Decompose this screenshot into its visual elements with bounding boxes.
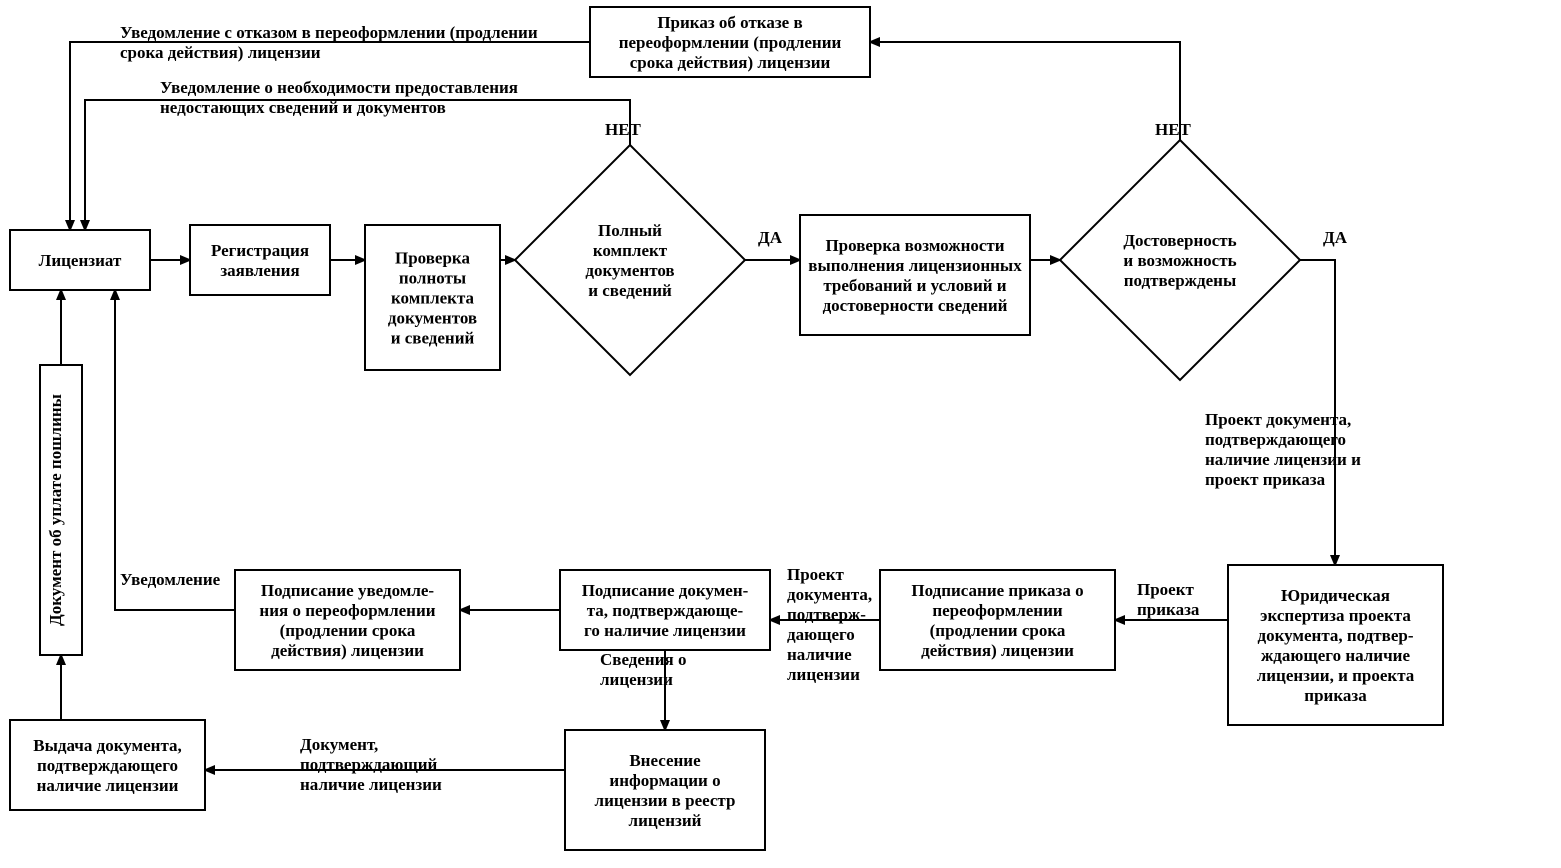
annotation-A_YES2: ДА — [1323, 228, 1348, 247]
node-N_registry: Внесениеинформации олицензии в реестрлиц… — [565, 730, 765, 850]
svg-text:Выдача документа,подтверждающе: Выдача документа,подтверждающегоналичие … — [33, 736, 182, 795]
node-N_D_auth: Достоверностьи возможностьподтверждены — [1060, 140, 1300, 380]
node-N_reg: Регистрациязаявления — [190, 225, 330, 295]
flowchart-canvas: Лицензиат Регистрациязаявления Проверкапол… — [0, 0, 1561, 868]
node-N_issue: Выдача документа,подтверждающегоналичие … — [10, 720, 205, 810]
svg-text:Проектдокумента,подтверж-дающе: Проектдокумента,подтверж-дающегоналичиел… — [787, 565, 872, 684]
node-N_sign_notice: Подписание уведомле-ния о переоформлении… — [235, 570, 460, 670]
annotation-A_doc_issue: Документ,подтверждающийналичие лицензии — [300, 735, 442, 794]
node-N_sign_doc: Подписание докумен-та, подтверждающе-го … — [560, 570, 770, 650]
annotation-A_doc_proj: Проектдокумента,подтверж-дающегоналичиел… — [787, 565, 872, 684]
svg-text:Проектприказа: Проектприказа — [1137, 580, 1200, 619]
node-N_D_full: Полныйкомплектдокументови сведений — [515, 145, 745, 375]
annotation-A_notice: Уведомление — [120, 570, 221, 589]
edge-7 — [870, 42, 1180, 140]
svg-text:Подписание докумен-та, подтвер: Подписание докумен-та, подтверждающе-го … — [582, 581, 749, 640]
node-N_sign_order: Подписание приказа опереоформлении(продл… — [880, 570, 1115, 670]
svg-text:Достоверностьи возможностьподт: Достоверностьи возможностьподтверждены — [1123, 231, 1236, 290]
node-N_licensee: Лицензиат — [10, 230, 150, 290]
annotation-A_NO2: НЕТ — [1155, 120, 1192, 139]
node-N_check_req: Проверка возможностивыполнения лицензион… — [800, 215, 1030, 335]
annotation-A_proj_down: Проект документа,подтверждающегоналичие … — [1205, 410, 1361, 489]
annotation-A_lic_info: Сведения олицензии — [600, 650, 686, 689]
svg-text:Подписание приказа опереоформл: Подписание приказа опереоформлении(продл… — [911, 581, 1083, 660]
svg-text:НЕТ: НЕТ — [1155, 120, 1192, 139]
svg-text:Уведомление: Уведомление — [120, 570, 221, 589]
edge-6 — [70, 42, 590, 230]
svg-text:ДА: ДА — [1323, 228, 1348, 247]
annotation-A_order_proj: Проектприказа — [1137, 580, 1200, 619]
svg-text:Документ,подтверждающийналичие: Документ,подтверждающийналичие лицензии — [300, 735, 442, 794]
svg-text:Проект документа,подтверждающе: Проект документа,подтверждающегоналичие … — [1205, 410, 1361, 489]
svg-text:Документ об уплате пошлины: Документ об уплате пошлины — [46, 394, 65, 626]
svg-text:Подписание уведомле-ния о пере: Подписание уведомле-ния о переоформлении… — [259, 581, 435, 660]
annotation-A_YES1: ДА — [758, 228, 783, 247]
svg-text:Уведомление о необходимости пр: Уведомление о необходимости предоставлен… — [160, 78, 518, 117]
node-N_check_full: Проверкаполнотыкомплектадокументови свед… — [365, 225, 500, 370]
svg-text:Проверкаполнотыкомплектадокуме: Проверкаполнотыкомплектадокументови свед… — [388, 248, 477, 347]
svg-text:Полныйкомплектдокументови свед: Полныйкомплектдокументови сведений — [585, 221, 674, 300]
svg-text:ДА: ДА — [758, 228, 783, 247]
node-N_refusal_order: Приказ об отказе впереоформлении (продле… — [590, 7, 870, 77]
node-N_legal: Юридическаяэкспертиза проектадокумента, … — [1228, 565, 1443, 725]
svg-text:Сведения олицензии: Сведения олицензии — [600, 650, 686, 689]
annotation-A_NO1: НЕТ — [605, 120, 642, 139]
svg-text:Проверка возможностивыполнения: Проверка возможностивыполнения лицензион… — [808, 236, 1022, 315]
node-N_fee_doc: Документ об уплате пошлины — [40, 365, 82, 655]
svg-text:Регистрациязаявления: Регистрациязаявления — [211, 241, 309, 280]
svg-text:Лицензиат: Лицензиат — [39, 251, 122, 270]
edge-12 — [115, 290, 235, 610]
svg-text:НЕТ: НЕТ — [605, 120, 642, 139]
edge-5 — [85, 100, 630, 230]
annotation-A_missing_notice: Уведомление о необходимости предоставлен… — [160, 78, 518, 117]
